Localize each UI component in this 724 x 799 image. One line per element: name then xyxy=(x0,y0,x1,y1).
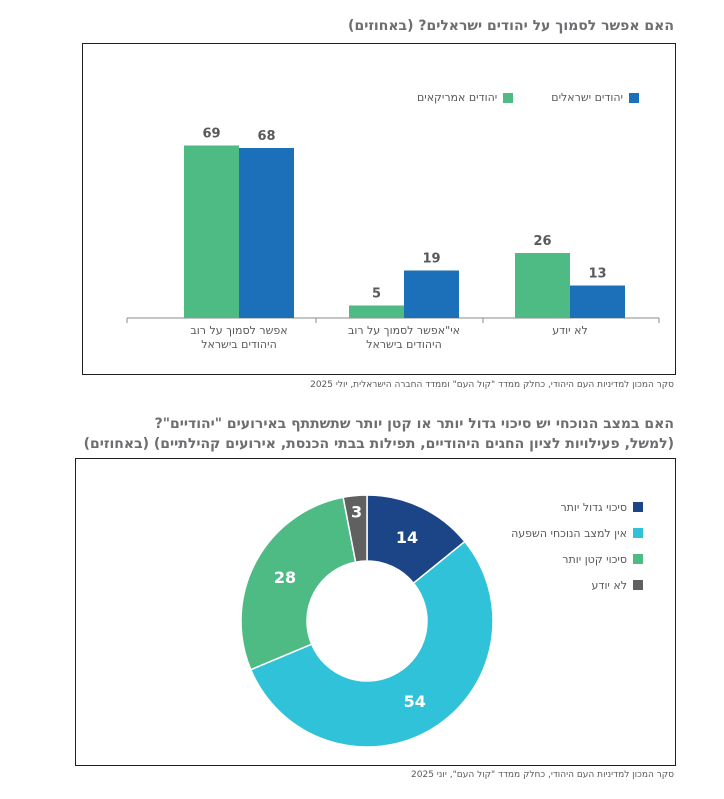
legend-item-american: יהודים אמריקאים xyxy=(416,91,514,104)
bar-chart-marks: 69 68 5 19 26 13 xyxy=(184,127,625,318)
bar-american-1 xyxy=(349,305,404,318)
donut-slice-2 xyxy=(240,496,357,671)
donut-chart-marks: 14 54 28 3 xyxy=(240,494,494,748)
chart2-title-line1: האם במצב הנוכחי יש סיכוי גדול יותר או קט… xyxy=(154,416,674,432)
legend-swatch-smaller xyxy=(633,554,643,564)
chart1-legend: יהודים ישראלים יהודים אמריקאים xyxy=(417,91,639,104)
legend-label-bigger: סיכוי גדול יותר xyxy=(560,500,627,514)
donut-label-2: 28 xyxy=(274,568,296,587)
category-label-0: אפשר לסמוך על רוב xyxy=(190,324,287,337)
bar-israeli-2 xyxy=(570,285,625,318)
bar-label-american-2: 26 xyxy=(533,234,551,249)
legend-label-dont-know: לא יודע xyxy=(591,578,627,592)
chart2-title-line2: (למשל, פעילויות לציון החגים היהודיים, תפ… xyxy=(83,436,674,452)
chart2-source: סקר המכון למדיניות העם היהודי, כחלק ממדד… xyxy=(411,770,674,780)
bar-label-american-0: 69 xyxy=(202,127,220,142)
bar-american-2 xyxy=(515,253,570,318)
chart2-legend: סיכוי גדול יותר אין למצב הנוכחי השפעה סי… xyxy=(511,500,643,592)
legend-label-smaller: סיכוי קטן יותר xyxy=(562,552,627,566)
legend-swatch-american xyxy=(503,92,514,103)
legend-item-bigger: סיכוי גדול יותר xyxy=(511,500,643,514)
bar-label-israeli-1: 19 xyxy=(422,252,440,267)
legend-item-dont-know: לא יודע xyxy=(511,578,643,592)
donut-slice-1 xyxy=(249,540,494,748)
legend-item-no-effect: אין למצב הנוכחי השפעה xyxy=(511,526,643,540)
donut-label-0: 14 xyxy=(396,528,418,547)
legend-swatch-israeli xyxy=(629,92,639,103)
legend-swatch-no-effect xyxy=(633,528,643,538)
category-label-1: אי"אפשר לסמוך על רוב xyxy=(348,324,460,337)
donut-slice-3 xyxy=(342,494,368,563)
bar-american-0 xyxy=(184,145,239,318)
legend-label-israeli: יהודים ישראלים xyxy=(551,91,623,104)
legend-item-smaller: סיכוי קטן יותר xyxy=(511,552,643,566)
bar-israeli-1 xyxy=(404,270,459,318)
legend-swatch-bigger xyxy=(633,502,643,512)
donut-label-1: 54 xyxy=(404,692,426,711)
legend-swatch-dont-know xyxy=(633,580,643,590)
legend-item-israeli: יהודים ישראלים xyxy=(551,91,639,104)
category-label-2: לא יודע xyxy=(552,324,587,337)
bar-label-israeli-2: 13 xyxy=(588,267,606,282)
chart1-title: האם אפשר לסמוך על יהודים ישראלים? (באחוז… xyxy=(348,18,674,34)
bar-label-israeli-0: 68 xyxy=(257,129,275,144)
category-label-0: היהודים בישראל xyxy=(201,338,277,351)
donut-label-3: 3 xyxy=(351,502,362,521)
legend-label-american: יהודים אמריקאים xyxy=(416,91,498,104)
bar-label-american-1: 5 xyxy=(372,287,381,302)
legend-label-no-effect: אין למצב הנוכחי השפעה xyxy=(511,526,627,540)
category-label-1: היהודים בישראל xyxy=(366,338,442,351)
bar-chart-ticks xyxy=(126,318,660,323)
chart1-frame: יהודים ישראלים יהודים אמריקאים xyxy=(82,43,676,375)
bar-israeli-0 xyxy=(239,148,294,318)
chart1-source: סקר המכון למדיניות העם היהודי, כחלק ממדד… xyxy=(310,380,674,390)
